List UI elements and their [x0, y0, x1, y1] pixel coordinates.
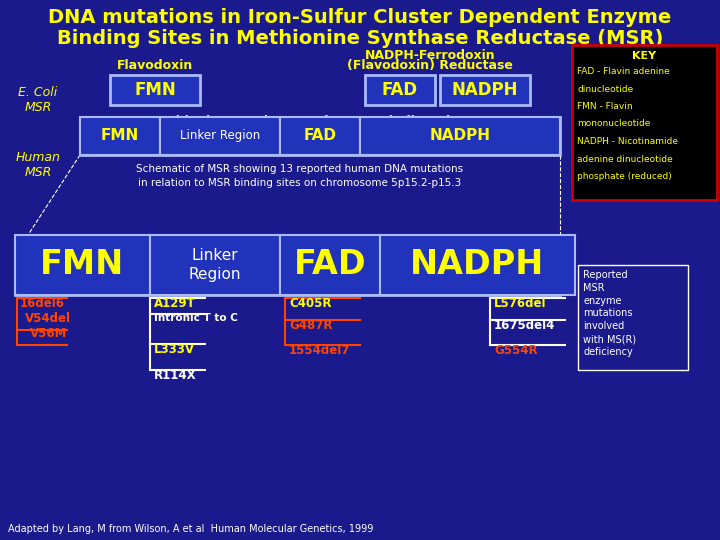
Text: Human
MSR: Human MSR	[16, 151, 60, 179]
Text: Reported
MSR
enzyme
mutations
involved
with MS(R)
deficiency: Reported MSR enzyme mutations involved w…	[583, 270, 636, 357]
Text: V54del: V54del	[25, 312, 71, 325]
Text: NADPH: NADPH	[410, 248, 544, 281]
Text: Linker Region: Linker Region	[180, 130, 260, 143]
Text: Schematic of MSR showing 13 reported human DNA mutations
in relation to MSR bind: Schematic of MSR showing 13 reported hum…	[136, 164, 464, 188]
Text: NADPH - Nicotinamide: NADPH - Nicotinamide	[577, 137, 678, 146]
Text: Linker
Region: Linker Region	[189, 248, 241, 282]
Bar	[440, 75, 530, 105]
Text: 16del6: 16del6	[20, 297, 65, 310]
Text: Methionine Synthase Reductase Binding Sites: Methionine Synthase Reductase Binding Si…	[148, 115, 472, 128]
Bar	[380, 235, 575, 295]
Text: Intronic T to C: Intronic T to C	[154, 313, 238, 323]
Text: FMN: FMN	[40, 248, 124, 281]
Text: FMN: FMN	[134, 81, 176, 99]
Text: Adapted by Lang, M from Wilson, A et al  Human Molecular Genetics, 1999: Adapted by Lang, M from Wilson, A et al …	[8, 524, 374, 534]
Text: G487R: G487R	[289, 319, 333, 332]
Bar	[160, 117, 280, 155]
Bar	[280, 235, 380, 295]
Bar	[110, 75, 200, 105]
Text: 1675del4: 1675del4	[494, 319, 555, 332]
Text: V56M: V56M	[30, 327, 68, 340]
Bar	[80, 117, 560, 155]
Bar	[280, 117, 360, 155]
Bar	[578, 265, 688, 370]
Text: NADPH: NADPH	[451, 81, 518, 99]
Bar	[150, 235, 280, 295]
Bar	[15, 235, 150, 295]
Text: A129T: A129T	[154, 297, 196, 310]
Text: NADPH: NADPH	[430, 129, 490, 144]
Bar	[572, 45, 717, 200]
Text: FAD: FAD	[382, 81, 418, 99]
Text: adenine dinucleotide: adenine dinucleotide	[577, 154, 672, 164]
Text: L576del: L576del	[494, 297, 546, 310]
Text: E. Coli
MSR: E. Coli MSR	[19, 86, 58, 114]
Text: DNA mutations in Iron-Sulfur Cluster Dependent Enzyme: DNA mutations in Iron-Sulfur Cluster Dep…	[48, 8, 672, 27]
Text: L333V: L333V	[154, 343, 195, 356]
Text: FMN: FMN	[101, 129, 139, 144]
Text: dinucleotide: dinucleotide	[577, 84, 634, 93]
Text: G554R: G554R	[494, 344, 538, 357]
Text: C405R: C405R	[289, 297, 331, 310]
Text: KEY: KEY	[632, 51, 657, 61]
Bar	[15, 235, 560, 295]
Text: 1554del7: 1554del7	[289, 344, 351, 357]
Text: Binding Sites in Methionine Synthase Reductase (MSR): Binding Sites in Methionine Synthase Red…	[57, 29, 663, 48]
Bar	[365, 75, 435, 105]
Bar	[360, 117, 560, 155]
Text: mononucleotide: mononucleotide	[577, 119, 650, 129]
Text: FAD - Flavin adenine: FAD - Flavin adenine	[577, 67, 670, 76]
Text: FMN - Flavin: FMN - Flavin	[577, 102, 633, 111]
Bar	[80, 117, 160, 155]
Text: NADPH-Ferrodoxin: NADPH-Ferrodoxin	[365, 49, 495, 62]
Text: Flavodoxin: Flavodoxin	[117, 59, 193, 72]
Text: phosphate (reduced): phosphate (reduced)	[577, 172, 672, 181]
Text: (Flavodoxin) Reductase: (Flavodoxin) Reductase	[347, 59, 513, 72]
Text: FAD: FAD	[294, 248, 366, 281]
Text: R114X: R114X	[154, 369, 197, 382]
Text: FAD: FAD	[304, 129, 336, 144]
